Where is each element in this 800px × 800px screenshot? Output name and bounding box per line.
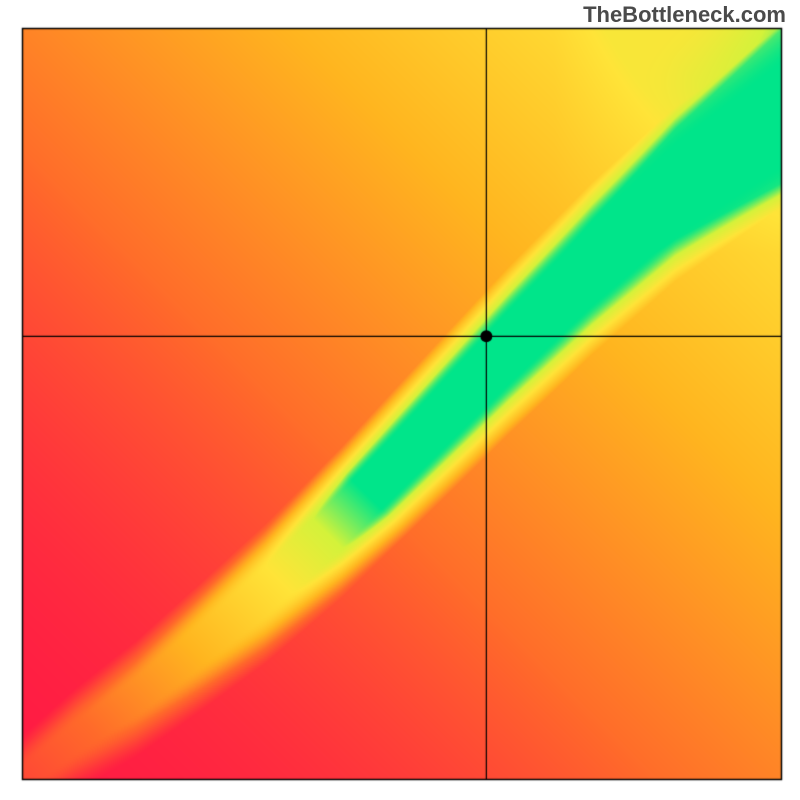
bottleneck-heatmap	[0, 0, 800, 800]
attribution-text: TheBottleneck.com	[583, 2, 786, 28]
